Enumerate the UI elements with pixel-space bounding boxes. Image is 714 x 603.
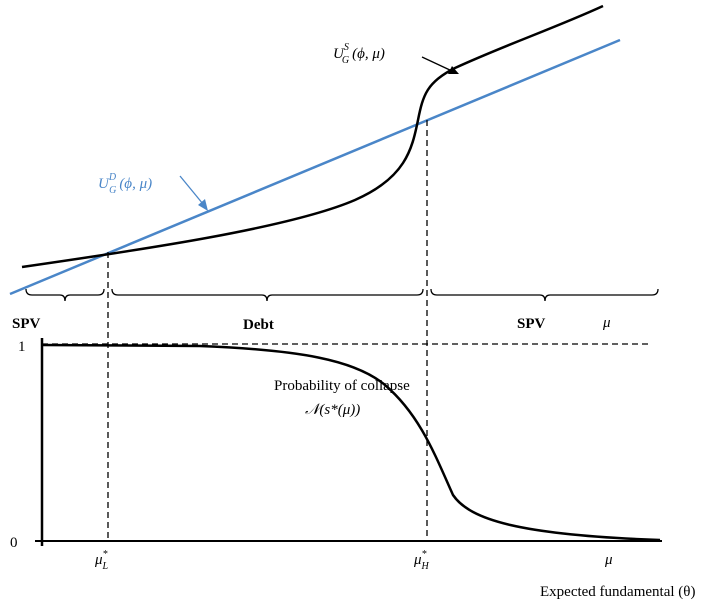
curve-spv-arrow (421, 56, 459, 74)
mu-high-label: μ* H (413, 549, 430, 572)
svg-text:USG(ϕ, μ): US G (ϕ, μ) (333, 42, 385, 66)
x-axis-title: Expected fundamental (θ) (540, 584, 695, 600)
collapse-probability-curve (41, 343, 661, 542)
bottom-axis-mu: μ (604, 552, 613, 568)
region-label-spv-right: SPV (517, 316, 546, 332)
curve-debt-arrow (179, 175, 208, 211)
curve-spv-label: US G (ϕ, μ) (333, 42, 385, 66)
y-label-one: 1 (18, 339, 26, 355)
curve-spv-utility (21, 4, 604, 269)
region-label-spv-left: SPV (12, 316, 41, 332)
curve-debt-label: UD G (ϕ, μ) (98, 172, 152, 196)
y-label-zero: 0 (10, 535, 18, 551)
curve-debt-utility (9, 38, 621, 296)
mu-low-label: μ* L (94, 549, 109, 572)
region-braces (25, 288, 659, 302)
collapse-formula: 𝒩(s*(μ)) (305, 402, 360, 418)
region-label-debt: Debt (243, 317, 274, 333)
collapse-title: Probability of collapse (274, 378, 410, 394)
svg-text:UDG(ϕ, μ): UD G (ϕ, μ) (98, 172, 152, 196)
top-axis-mu: μ (602, 315, 611, 331)
